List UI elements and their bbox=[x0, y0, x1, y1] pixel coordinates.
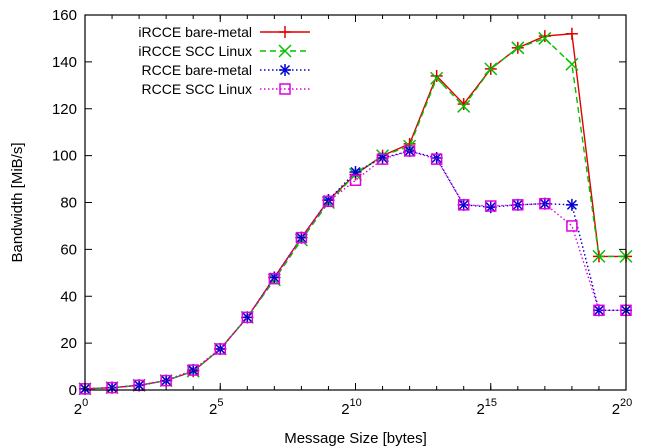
data-point bbox=[512, 199, 524, 211]
data-point bbox=[241, 311, 254, 324]
x-tick-label: 220 bbox=[612, 397, 633, 418]
legend-item: iRCCE SCC Linux bbox=[138, 43, 310, 59]
data-point bbox=[539, 197, 551, 210]
y-tick-label: 0 bbox=[69, 382, 77, 399]
data-point bbox=[376, 153, 389, 165]
x-axis-label: Message Size [bytes] bbox=[284, 430, 427, 447]
y-tick-label: 160 bbox=[52, 7, 77, 24]
data-point bbox=[279, 83, 291, 95]
y-tick-label: 100 bbox=[52, 148, 77, 165]
data-point bbox=[457, 198, 470, 211]
x-tick-label: 25 bbox=[209, 397, 223, 418]
x-tick-label: 210 bbox=[341, 397, 362, 418]
series-line bbox=[84, 150, 626, 390]
y-tick-label: 80 bbox=[60, 195, 77, 212]
data-point bbox=[322, 194, 335, 207]
data-point bbox=[430, 71, 444, 85]
data-point bbox=[279, 26, 291, 38]
plot-frame bbox=[84, 14, 627, 391]
y-tick-label: 60 bbox=[60, 241, 77, 258]
data-point bbox=[538, 30, 551, 43]
data-point bbox=[187, 364, 199, 376]
legend-label: iRCCE SCC Linux bbox=[138, 43, 252, 59]
data-point bbox=[538, 31, 552, 45]
data-point bbox=[484, 62, 498, 76]
series-4 bbox=[79, 145, 632, 395]
data-point bbox=[485, 200, 497, 212]
series-line bbox=[84, 150, 626, 390]
y-axis-label: Bandwidth [MiB/s] bbox=[9, 142, 26, 262]
data-point bbox=[160, 374, 172, 387]
y-tick-label: 20 bbox=[60, 335, 77, 352]
x-tick-label: 215 bbox=[476, 397, 497, 418]
data-point bbox=[565, 27, 578, 40]
data-point bbox=[322, 195, 335, 208]
data-point bbox=[106, 381, 118, 394]
data-point bbox=[457, 99, 471, 113]
legend: iRCCE bare-metal iRCCE SCC Linux RCCE bare… bbox=[138, 24, 310, 97]
legend-label: RCCE SCC Linux bbox=[142, 81, 252, 97]
legend-label: iRCCE bare-metal bbox=[138, 24, 252, 40]
data-point bbox=[538, 197, 551, 210]
data-point bbox=[565, 198, 578, 211]
data-point bbox=[565, 57, 579, 71]
x-tick-label: 20 bbox=[74, 397, 88, 418]
y-tick-label: 120 bbox=[52, 101, 77, 118]
data-point bbox=[295, 231, 308, 244]
data-point bbox=[214, 343, 226, 355]
data-point bbox=[133, 379, 146, 392]
data-point bbox=[566, 220, 578, 232]
data-point bbox=[592, 249, 606, 263]
data-point bbox=[160, 374, 173, 387]
data-point bbox=[511, 41, 525, 55]
data-point bbox=[457, 98, 470, 111]
y-tick-label: 40 bbox=[60, 288, 77, 305]
data-point bbox=[106, 381, 119, 394]
data-point bbox=[457, 199, 470, 211]
data-point bbox=[403, 145, 416, 157]
data-point bbox=[241, 311, 254, 324]
data-point bbox=[295, 231, 308, 244]
legend-label: RCCE bare-metal bbox=[142, 62, 252, 78]
data-point bbox=[268, 272, 281, 285]
data-point bbox=[430, 69, 443, 82]
data-point bbox=[349, 174, 362, 186]
data-point bbox=[278, 44, 292, 58]
data-point bbox=[430, 153, 443, 165]
legend-item: RCCE bare-metal bbox=[142, 62, 310, 78]
data-point bbox=[279, 64, 291, 76]
data-point bbox=[592, 304, 605, 317]
series-line bbox=[84, 37, 626, 390]
data-point bbox=[187, 364, 200, 377]
legend-item: RCCE SCC Linux bbox=[142, 81, 310, 97]
data-point bbox=[268, 271, 281, 284]
series-3 bbox=[79, 144, 632, 395]
legend-item: iRCCE bare-metal bbox=[138, 24, 310, 40]
data-point bbox=[593, 304, 605, 317]
y-tick-label: 140 bbox=[52, 54, 77, 71]
series-group bbox=[78, 27, 633, 396]
